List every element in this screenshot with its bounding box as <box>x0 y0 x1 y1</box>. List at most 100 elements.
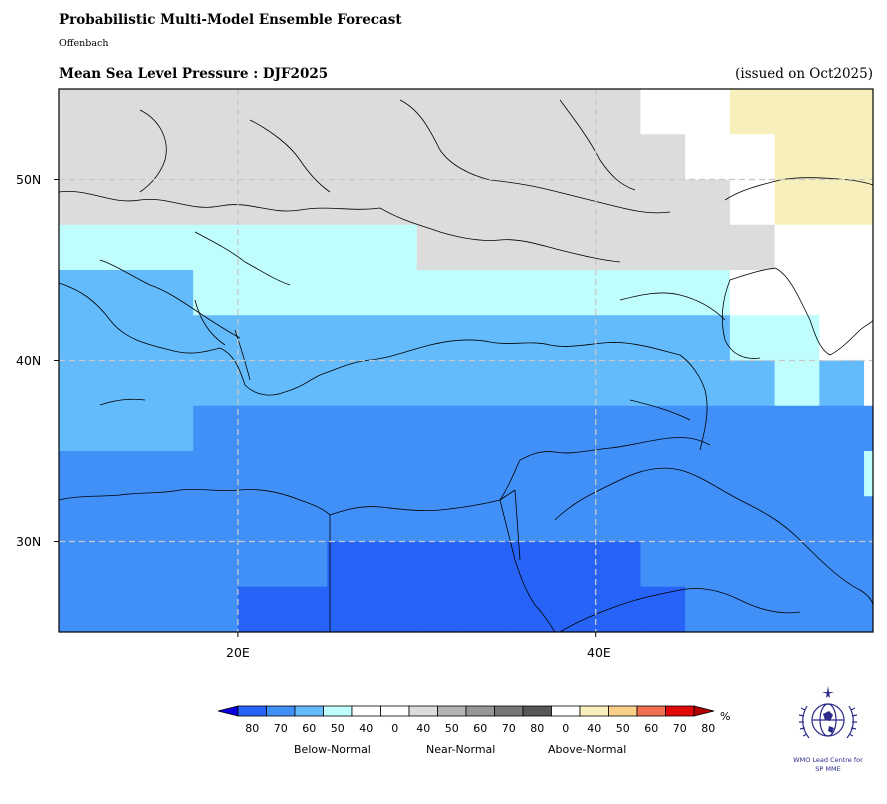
colorbar-tick-label: 60 <box>473 722 488 735</box>
grid-cell <box>729 451 776 497</box>
grid-cell <box>729 315 776 361</box>
grid-cell <box>506 405 552 452</box>
grid-cell <box>193 586 239 633</box>
grid-cell <box>103 451 149 497</box>
grid-cell <box>282 586 328 633</box>
grid-cell <box>595 360 641 407</box>
grid-cell <box>685 179 731 226</box>
grid-cell <box>729 405 776 452</box>
grid-cell <box>729 360 776 407</box>
grid-cell <box>595 586 641 633</box>
colorbar-tick-label: 70 <box>501 722 516 735</box>
grid-cell <box>282 496 328 542</box>
grid-cell <box>59 451 105 497</box>
grid-cell <box>148 89 194 135</box>
wmo-logo-icon <box>798 686 858 739</box>
grid-cell <box>148 270 194 316</box>
grid-cell <box>416 360 463 407</box>
grid-cell <box>282 179 328 226</box>
grid-cell <box>864 360 874 407</box>
grid-cell <box>819 224 865 271</box>
grid-cell <box>550 586 597 633</box>
grid-cell <box>461 405 507 452</box>
wmo-logo-text-line1: WMO Lead Centre for <box>793 756 863 764</box>
colorbar-segment <box>351 705 381 717</box>
grid-cell <box>506 315 552 361</box>
grid-cell <box>640 179 686 226</box>
grid-cell <box>103 179 149 226</box>
grid-cell <box>506 541 552 588</box>
grid-cell <box>640 586 686 633</box>
category-above-normal: Above-Normal <box>548 743 627 756</box>
grid-cell <box>461 541 507 588</box>
grid-cell <box>148 134 194 180</box>
grid-cell <box>103 89 149 135</box>
colorbar-tick-label: 60 <box>644 722 659 735</box>
grid-cell <box>461 134 507 180</box>
grid-cell <box>864 496 874 542</box>
grid-cell <box>819 134 865 180</box>
grid-cell <box>59 496 105 542</box>
grid-cell <box>103 270 149 316</box>
grid-cell <box>819 270 865 316</box>
grid-cell <box>550 179 597 226</box>
grid-cell <box>461 89 507 135</box>
grid-cell <box>506 89 552 135</box>
grid-cell <box>506 179 552 226</box>
grid-cell <box>103 360 149 407</box>
country-borders <box>58 99 874 633</box>
colorbar-segment <box>294 705 324 717</box>
grid-cell <box>685 405 731 452</box>
grid-cell <box>640 496 686 542</box>
grid-cell <box>372 224 418 271</box>
grid-cell <box>550 405 597 452</box>
colorbar-tick-label: 60 <box>302 722 317 735</box>
grid-cell <box>148 405 194 452</box>
colorbar-tick-label: 80 <box>530 722 545 735</box>
grid-cell <box>59 405 105 452</box>
grid-cell <box>595 496 641 542</box>
grid-cell <box>59 315 105 361</box>
grid-cell <box>774 541 820 588</box>
y-tick-label-40N: 40N <box>16 353 42 368</box>
colorbar-tick-label: 50 <box>615 722 630 735</box>
grid-cell <box>148 179 194 226</box>
grid-cell <box>461 224 507 271</box>
colorbar-tick-label: 0 <box>562 722 570 735</box>
grid-cell <box>729 496 776 542</box>
grid-cell <box>59 541 105 588</box>
grid-cell <box>237 179 284 226</box>
grid-cell <box>282 89 328 135</box>
grid-cell <box>461 496 507 542</box>
grid-cell <box>327 541 373 588</box>
grid-cell <box>685 586 731 633</box>
grid-cell <box>193 270 239 316</box>
grid-cell <box>372 405 418 452</box>
grid-cell <box>103 315 149 361</box>
grid-cell <box>729 134 776 180</box>
colorbar-segment <box>636 705 666 717</box>
x-tick-label-20E: 20E <box>226 645 250 660</box>
grid-cell <box>729 179 776 226</box>
grid-cell <box>640 360 686 407</box>
grid-cell <box>685 360 731 407</box>
grid-cell <box>237 315 284 361</box>
grid-cell <box>685 89 731 135</box>
grid-cell <box>640 541 686 588</box>
grid-cell <box>729 541 776 588</box>
grid-cell <box>372 134 418 180</box>
grid-cell <box>819 179 865 226</box>
colorbar-segment <box>437 705 467 717</box>
colorbar-segment <box>608 705 638 717</box>
grid-cell <box>237 360 284 407</box>
grid-cell <box>372 270 418 316</box>
grid-cell <box>237 451 284 497</box>
grid-cell <box>774 496 820 542</box>
grid-cell <box>461 315 507 361</box>
colorbar-tick-label: 80 <box>245 722 260 735</box>
colorbar-segment <box>380 705 410 717</box>
grid-cell <box>595 315 641 361</box>
grid-cell <box>372 496 418 542</box>
grid-cell <box>595 134 641 180</box>
colorbar-segment <box>522 705 552 717</box>
